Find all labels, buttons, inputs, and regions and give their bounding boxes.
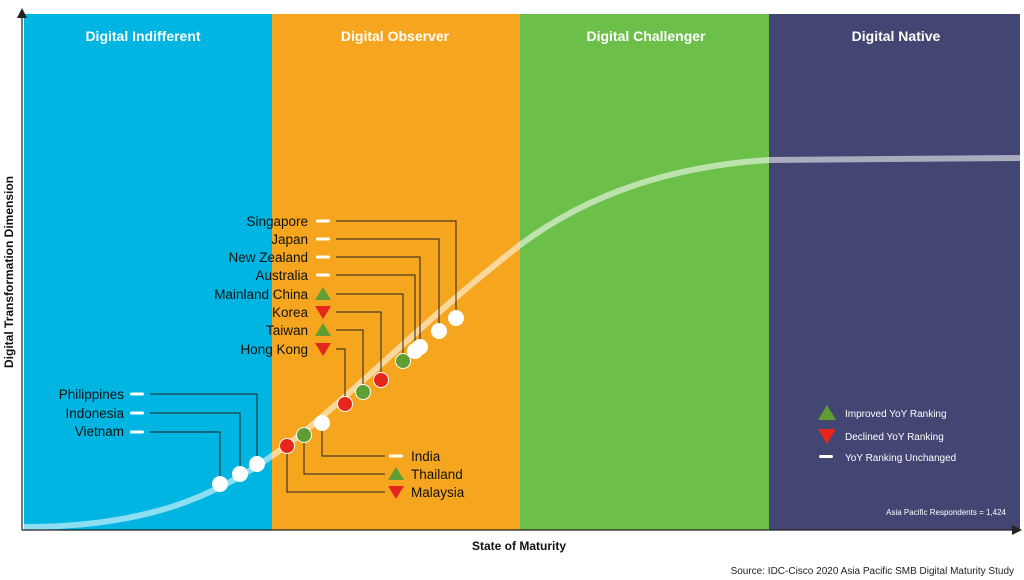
legend-improved-icon xyxy=(818,405,836,420)
country-mainland-china-connector xyxy=(336,293,404,361)
stage-band-challenger xyxy=(520,14,769,530)
country-philippines-label: Philippines xyxy=(59,387,125,402)
country-australia-dot xyxy=(407,343,423,359)
country-taiwan-label: Taiwan xyxy=(266,323,308,338)
country-mainland-china-improved-icon xyxy=(315,287,331,300)
country-korea-declined-icon xyxy=(315,306,331,319)
country-australia-unchanged-icon xyxy=(316,273,330,277)
country-australia-connector xyxy=(336,274,416,351)
country-singapore-connector xyxy=(336,220,457,318)
respondents-note: Asia Pacific Respondents = 1,424 xyxy=(886,508,1006,517)
country-malaysia-declined-icon xyxy=(388,486,404,499)
country-thailand-label: Thailand xyxy=(411,467,463,482)
country-hong-kong-declined-icon xyxy=(315,343,331,356)
country-malaysia-dot xyxy=(279,438,295,454)
legend-declined-label: Declined YoY Ranking xyxy=(845,432,944,443)
country-taiwan-connector xyxy=(336,329,364,392)
country-thailand-dot xyxy=(296,427,312,443)
country-india-dot xyxy=(314,415,330,431)
country-new-zealand-unchanged-icon xyxy=(316,255,330,259)
country-vietnam-connector xyxy=(150,431,221,484)
country-indonesia-unchanged-icon xyxy=(130,411,144,415)
country-thailand-improved-icon xyxy=(388,467,404,480)
country-thailand-connector xyxy=(303,435,385,475)
source-note: Source: IDC-Cisco 2020 Asia Pacific SMB … xyxy=(731,566,1014,577)
y-axis-label: Digital Transformation Dimension xyxy=(2,176,16,368)
legend-unchanged-icon xyxy=(819,455,833,458)
country-indonesia-label: Indonesia xyxy=(65,406,124,421)
country-philippines-dot xyxy=(249,456,265,472)
country-philippines-unchanged-icon xyxy=(130,392,144,396)
country-mainland-china-dot xyxy=(395,353,411,369)
country-korea-connector xyxy=(336,311,382,380)
country-india-connector xyxy=(321,423,385,457)
country-mainland-china-label: Mainland China xyxy=(214,287,308,302)
country-dots xyxy=(212,310,464,492)
country-japan-unchanged-icon xyxy=(316,237,330,241)
country-hong-kong-connector xyxy=(336,348,346,404)
country-japan-dot xyxy=(431,323,447,339)
country-indonesia-connector xyxy=(150,412,241,474)
stage-title-observer: Digital Observer xyxy=(341,28,450,44)
legend-improved-label: Improved YoY Ranking xyxy=(845,409,947,420)
country-malaysia-connector xyxy=(286,446,385,493)
country-australia-label: Australia xyxy=(255,268,308,283)
stage-band-native xyxy=(769,14,1020,530)
country-singapore-unchanged-icon xyxy=(316,219,330,223)
country-new-zealand-connector xyxy=(336,256,421,347)
country-taiwan-dot xyxy=(355,384,371,400)
country-philippines-connector xyxy=(150,393,258,464)
y-axis-arrow xyxy=(17,8,27,18)
country-japan-label: Japan xyxy=(271,232,308,247)
country-labels: Singapore Japan New Zealand Australia Mainla… xyxy=(59,214,465,500)
country-korea-label: Korea xyxy=(272,305,309,320)
country-india-unchanged-icon xyxy=(389,454,403,458)
country-vietnam-dot xyxy=(212,476,228,492)
country-india-label: India xyxy=(411,449,441,464)
country-vietnam-unchanged-icon xyxy=(130,430,144,434)
legend: Improved YoY Ranking Declined YoY Rankin… xyxy=(818,405,956,464)
legend-unchanged-label: YoY Ranking Unchanged xyxy=(845,453,956,464)
country-singapore-label: Singapore xyxy=(246,214,308,229)
stage-band-indifferent xyxy=(24,14,272,530)
legend-declined-icon xyxy=(818,429,836,444)
country-malaysia-label: Malaysia xyxy=(411,485,465,500)
country-japan-connector xyxy=(336,238,440,331)
x-axis-arrow xyxy=(1012,525,1022,535)
country-indonesia-dot xyxy=(232,466,248,482)
country-new-zealand-label: New Zealand xyxy=(228,250,308,265)
country-taiwan-improved-icon xyxy=(315,323,331,336)
country-korea-dot xyxy=(373,372,389,388)
country-hong-kong-label: Hong Kong xyxy=(240,342,308,357)
stage-band-observer xyxy=(272,14,520,530)
country-hong-kong-dot xyxy=(337,396,353,412)
connector-lines xyxy=(150,220,457,493)
stage-title-indifferent: Digital Indifferent xyxy=(85,28,200,44)
country-vietnam-label: Vietnam xyxy=(75,424,124,439)
stage-title-challenger: Digital Challenger xyxy=(586,28,706,44)
x-axis-label: State of Maturity xyxy=(472,539,566,553)
stage-title-native: Digital Native xyxy=(852,28,941,44)
country-singapore-dot xyxy=(448,310,464,326)
